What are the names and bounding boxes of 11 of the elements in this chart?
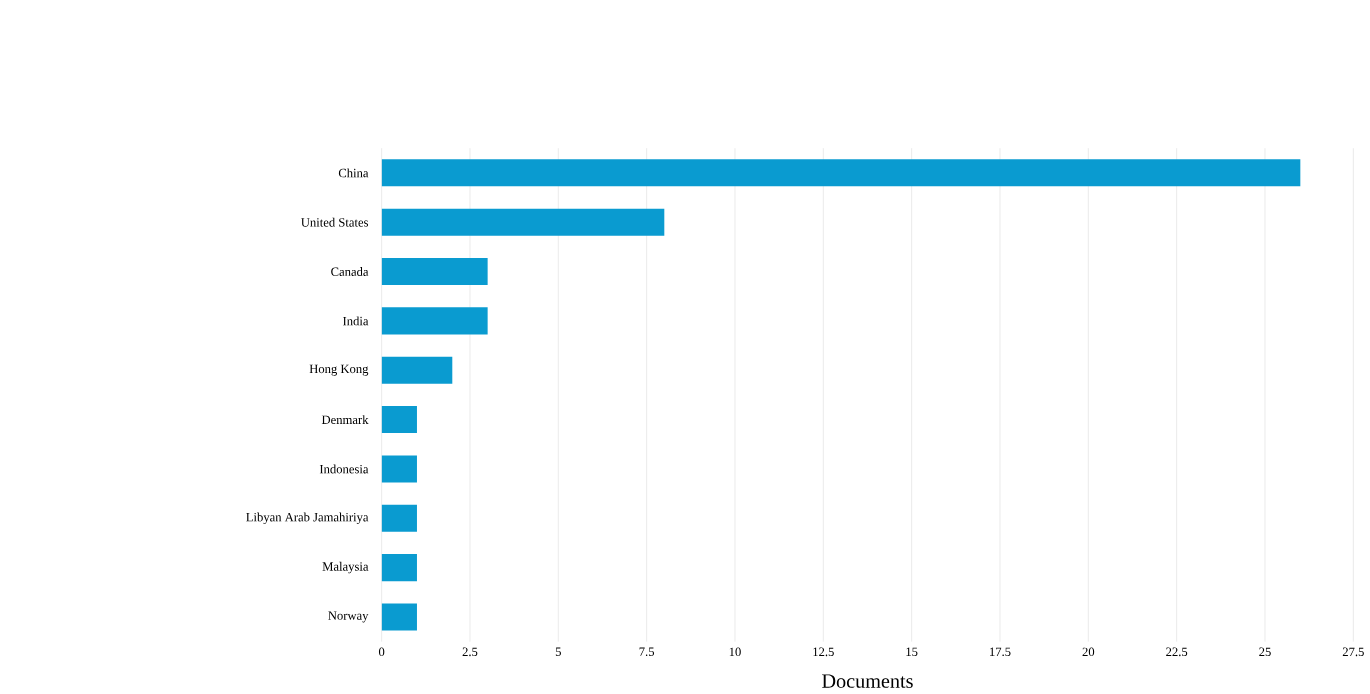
bar <box>381 356 453 384</box>
bar <box>381 455 417 483</box>
bar <box>381 406 417 434</box>
x-axis-title: Documents <box>822 674 913 689</box>
bar <box>381 554 417 582</box>
bar <box>381 603 417 631</box>
bar <box>381 159 1301 187</box>
bar <box>381 258 488 286</box>
bar <box>381 307 488 335</box>
bar <box>381 208 665 236</box>
bar <box>381 505 417 533</box>
